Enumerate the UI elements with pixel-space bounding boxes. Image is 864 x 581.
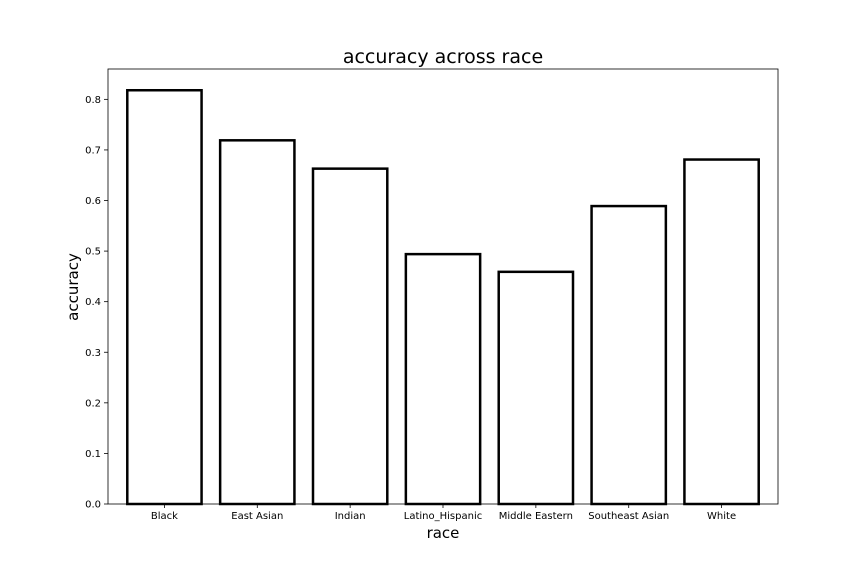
bars-group	[126, 88, 760, 506]
bar-middle-eastern	[497, 270, 575, 506]
y-axis-ticks: 0.0 0.1 0.2 0.3 0.4 0.5 0.6 0.7 0.8	[85, 95, 108, 511]
x-tick-label: Indian	[335, 511, 366, 522]
x-tick-label: Middle Eastern	[499, 511, 573, 522]
y-axis-label: accuracy	[64, 253, 82, 321]
x-tick-label: Black	[151, 511, 178, 522]
y-tick-label: 0.3	[85, 348, 101, 359]
x-tick-label: Latino_Hispanic	[404, 511, 482, 522]
bar-southeast-asian	[590, 204, 668, 506]
x-tick-label: White	[707, 511, 736, 522]
bar-black	[126, 88, 203, 506]
bar-east-asian	[218, 139, 296, 506]
x-tick-label: East Asian	[231, 511, 283, 522]
y-tick-label: 0.1	[85, 449, 101, 460]
x-axis-ticks: Black East Asian Indian Latino_Hispanic Midd…	[151, 504, 736, 522]
y-tick-label: 0.0	[85, 500, 101, 511]
y-tick-label: 0.5	[85, 247, 101, 258]
chart-title: accuracy across race	[343, 46, 543, 68]
y-tick-label: 0.6	[85, 196, 101, 207]
y-tick-label: 0.2	[85, 398, 101, 409]
y-tick-label: 0.8	[85, 95, 101, 106]
x-tick-label: Southeast Asian	[588, 511, 669, 522]
bar-latino-hispanic	[404, 252, 482, 506]
bar-white	[683, 158, 760, 506]
y-tick-label: 0.4	[85, 297, 101, 308]
y-tick-label: 0.7	[85, 145, 101, 156]
bar-indian	[311, 167, 389, 506]
x-axis-label: race	[427, 524, 460, 542]
plot-frame	[107, 68, 779, 505]
